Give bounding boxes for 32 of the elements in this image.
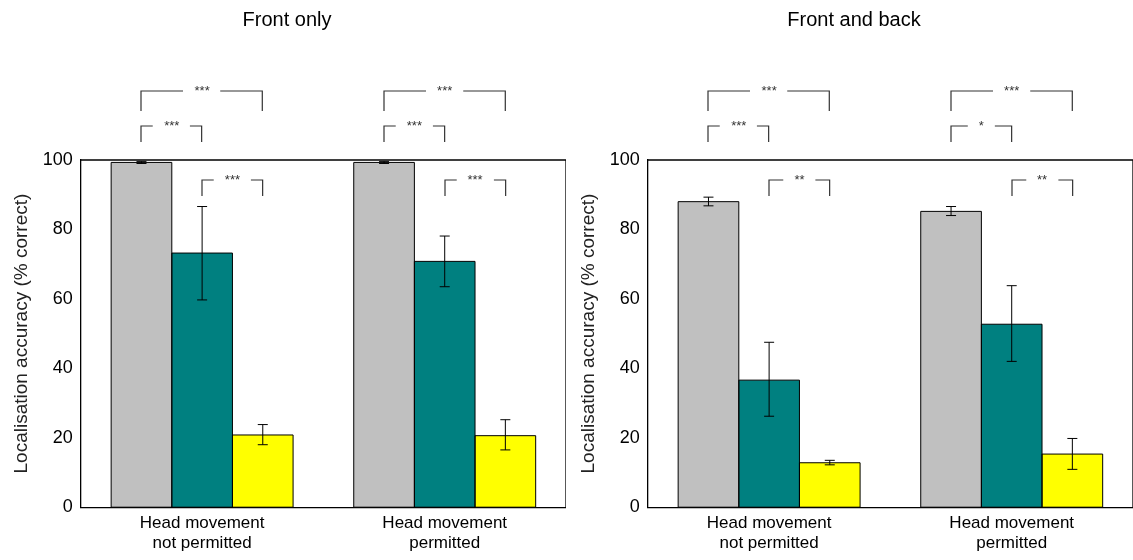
x-tick-label: Head movement not permitted: [706, 513, 832, 553]
y-tick-label: 20: [52, 426, 73, 447]
text: ***: [436, 83, 454, 99]
y-tick-label: 60: [52, 287, 73, 308]
y-tick-label: 0: [62, 496, 73, 517]
chart-title: Front only: [242, 7, 332, 30]
text: ***: [1003, 83, 1021, 99]
x-tick-label: Head movement permitted: [382, 513, 508, 553]
y-tick-label: 0: [629, 496, 640, 517]
text: ***: [730, 118, 748, 134]
y-axis-title: Localisation accuracy (% correct): [9, 193, 31, 474]
annotation: **: [793, 172, 806, 188]
y-tick-label: 80: [52, 218, 73, 239]
y-tick-label: 20: [619, 426, 640, 447]
y-tick-label: 100: [609, 148, 640, 169]
annotation: **: [1035, 172, 1049, 188]
y-tick-label: 40: [52, 357, 73, 378]
y-tick-label: 60: [619, 287, 640, 308]
text: *: [977, 118, 985, 134]
chart-title: Front and back: [787, 7, 922, 30]
y-tick-label: 80: [619, 218, 640, 239]
y-tick-label: 100: [42, 148, 73, 169]
text: ***: [405, 118, 423, 134]
y-axis-title: Localisation accuracy (% correct): [576, 193, 598, 474]
text: ***: [760, 83, 778, 99]
x-tick-label: Head movement not permitted: [139, 513, 265, 553]
annotation: ***: [466, 172, 484, 188]
x-tick-label: Head movement permitted: [949, 513, 1075, 553]
text: ***: [193, 83, 211, 99]
text: ***: [163, 118, 181, 134]
y-tick-label: 40: [619, 357, 640, 378]
annotation: ***: [223, 172, 242, 188]
